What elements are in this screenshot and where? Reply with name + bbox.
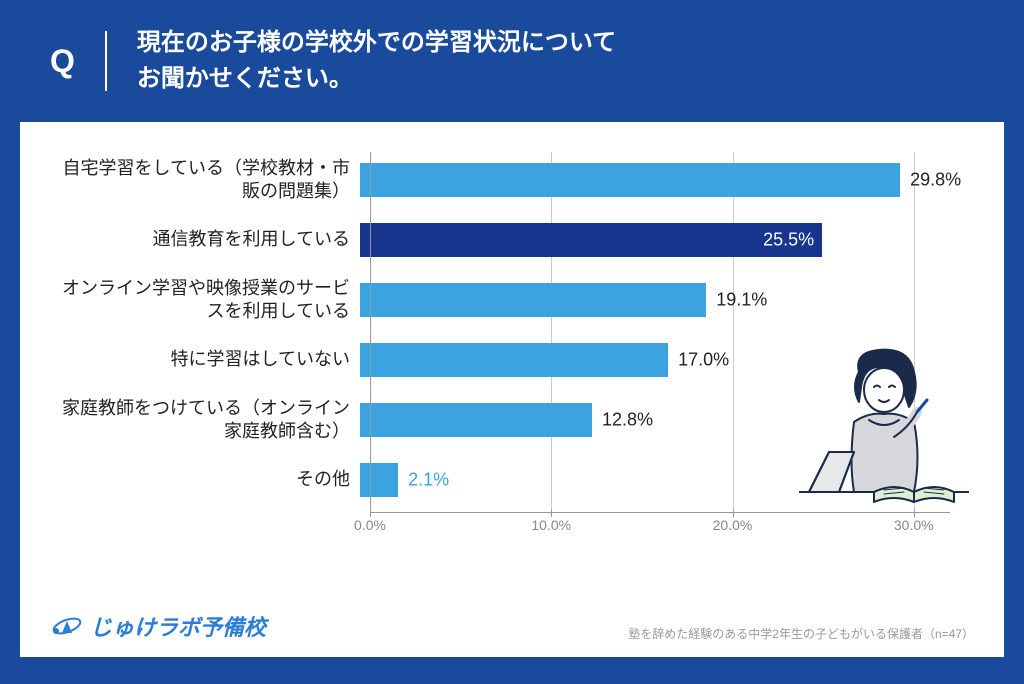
- bar-value-label: 12.8%: [602, 410, 653, 431]
- bar-value-label: 2.1%: [408, 470, 449, 491]
- q-mark: Q: [50, 43, 105, 80]
- tick-label: 0.0%: [354, 517, 386, 533]
- category-label: オンライン学習や映像授業のサービスを利用している: [50, 277, 360, 324]
- logo-text: じゅけラボ予備校: [90, 610, 266, 642]
- bar-row: 自宅学習をしている（学校教材・市販の問題集）29.8%: [50, 152, 974, 208]
- tick-mark: [733, 509, 734, 517]
- tick-label: 20.0%: [713, 517, 753, 533]
- y-axis-line: [370, 152, 371, 517]
- bar-track: 29.8%: [360, 163, 940, 197]
- sample-footnote: 塾を辞めた経験のある中学2年生の子どもがいる保護者（n=47）: [628, 625, 974, 642]
- bar-value-label: 25.5%: [763, 230, 814, 251]
- bar-track: 19.1%: [360, 283, 940, 317]
- bar-row: 通信教育を利用している 25.5%: [50, 212, 974, 268]
- x-axis: 0.0%10.0%20.0%30.0%: [370, 512, 950, 537]
- brand-logo: じゅけラボ予備校: [50, 610, 266, 642]
- header-divider: [105, 31, 107, 91]
- bar: [360, 343, 668, 377]
- bar-value-label: 29.8%: [910, 170, 961, 191]
- bar-row: オンライン学習や映像授業のサービスを利用している 19.1%: [50, 272, 974, 328]
- bar: [360, 403, 592, 437]
- category-label: その他: [50, 468, 360, 491]
- student-illustration: [799, 342, 969, 512]
- header: Q 現在のお子様の学校外での学習状況について お聞かせください。: [0, 0, 1024, 122]
- bar-value-label: 19.1%: [716, 290, 767, 311]
- bar: [360, 463, 398, 497]
- panel-footer: じゅけラボ予備校 塾を辞めた経験のある中学2年生の子どもがいる保護者（n=47）: [50, 610, 974, 642]
- tick-label: 10.0%: [531, 517, 571, 533]
- tick-mark: [551, 509, 552, 517]
- bar-track: 25.5%: [360, 223, 940, 257]
- bar-value-label: 17.0%: [678, 350, 729, 371]
- tick-label: 30.0%: [894, 517, 934, 533]
- question-line-1: 現在のお子様の学校外での学習状況について: [137, 29, 616, 56]
- bar: [360, 223, 822, 257]
- chart-panel: 自宅学習をしている（学校教材・市販の問題集）29.8%通信教育を利用している25…: [20, 122, 1004, 657]
- category-label: 自宅学習をしている（学校教材・市販の問題集）: [50, 157, 360, 204]
- bar: [360, 163, 900, 197]
- logo-icon: [50, 611, 84, 641]
- bar: [360, 283, 706, 317]
- category-label: 特に学習はしていない: [50, 348, 360, 371]
- category-label: 通信教育を利用している: [50, 228, 360, 251]
- question-line-2: お聞かせください。: [137, 65, 353, 92]
- question-text: 現在のお子様の学校外での学習状況について お聞かせください。: [137, 25, 616, 97]
- category-label: 家庭教師をつけている（オンライン家庭教師含む）: [50, 397, 360, 444]
